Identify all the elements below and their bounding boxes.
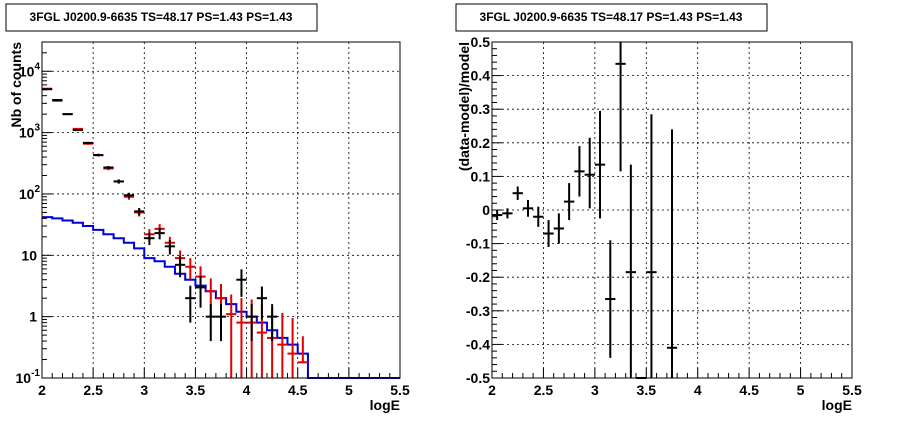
data-point [174, 256, 186, 278]
data-point [113, 179, 124, 184]
data-point [256, 286, 268, 320]
residual-point [512, 186, 523, 200]
data-point [154, 228, 165, 240]
counts-x-tick-label: 2.5 [83, 382, 103, 398]
data-point [93, 153, 104, 157]
counts-y-tick-label: 1 [29, 309, 37, 325]
residual-y-tick-label: -0.1 [466, 236, 490, 252]
counts-x-tick-label: 3.5 [186, 382, 206, 398]
residual-y-tick-label: 0.2 [471, 135, 491, 151]
residual-title-box [455, 3, 768, 32]
counts-frame [41, 41, 401, 379]
residual-grid [492, 42, 852, 378]
residual-y-tick-label: 0.5 [471, 34, 491, 50]
residual-y-tick-label: 0.3 [471, 101, 491, 117]
residual-y-tick-label: -0.2 [466, 269, 490, 285]
counts-x-tick-label: 3 [140, 382, 148, 398]
data-point [267, 304, 278, 342]
residual-x-tick-label: 5.5 [842, 382, 862, 398]
residual-x-tick-label: 4.5 [739, 382, 759, 398]
data-point [42, 88, 53, 91]
data-point [205, 304, 216, 342]
residual-y-tick-label: -0.4 [466, 336, 490, 352]
residual-point [615, 42, 626, 172]
counts-title: 3FGL J0200.9-6635 TS=48.17 PS=1.43 PS=1.… [30, 10, 293, 24]
residual-point [666, 129, 678, 378]
counts-y-tick-label: 103 [19, 123, 41, 141]
residual-point [533, 206, 544, 227]
model-point [297, 336, 308, 364]
counts-x-tick-label: 5.5 [390, 382, 410, 398]
residual-panel: 2 2.5 3 3.5 4 4.5 5 5.5 -0.5 -0.4 -0.3 -0.2 -0.1 0 0.1… [455, 3, 862, 413]
residual-point [492, 210, 503, 221]
residual-point [574, 146, 585, 197]
residual-axis-ticks: 2 2.5 3 3.5 4 4.5 5 5.5 -0.5 -0.4 -0.3 -0.2 -0.1 0 0.1… [466, 34, 862, 398]
model-point [185, 258, 196, 280]
residual-title: 3FGL J0200.9-6635 TS=48.17 PS=1.43 PS=1.… [480, 10, 743, 24]
model-point [236, 298, 247, 378]
counts-title-box [5, 3, 318, 32]
model-points [42, 87, 308, 378]
residual-point [564, 183, 575, 221]
counts-x-tick-label: 2 [38, 382, 46, 398]
residual-point [646, 114, 657, 378]
residual-point [522, 199, 534, 217]
residual-point [584, 137, 595, 209]
data-point [52, 99, 63, 102]
residual-x-tick-label: 4 [694, 382, 702, 398]
counts-x-tick-label: 5 [345, 382, 353, 398]
data-point [62, 113, 73, 116]
data-points [42, 88, 278, 342]
model-point [226, 294, 237, 378]
residual-x-tick-label: 3.5 [637, 382, 657, 398]
residual-point [594, 110, 606, 219]
counts-panel: 2 2.5 3 3.5 4 4.5 5 5.5 10-1 1 10 102 103 104 3FGL J0… [5, 3, 410, 413]
data-point [195, 275, 206, 308]
counts-y-tick-label: 10-1 [16, 368, 41, 386]
data-point [134, 208, 145, 216]
data-point [82, 141, 94, 144]
counts-axis-ticks: 2 2.5 3 3.5 4 4.5 5 5.5 10-1 1 10 102 103 104 [16, 52, 410, 398]
residual-point [543, 220, 554, 247]
data-point [103, 165, 114, 170]
data-point [144, 232, 155, 246]
data-point [215, 304, 227, 342]
counts-y-tick-label: 102 [19, 184, 41, 202]
data-point [164, 240, 175, 255]
data-point [72, 129, 83, 132]
data-point [236, 269, 247, 297]
residual-y-tick-label: 0.4 [471, 68, 491, 84]
residual-x-tick-label: 3 [591, 382, 599, 398]
residual-point [553, 213, 564, 244]
residual-points [492, 42, 678, 379]
residual-y-tick-label: 0 [482, 202, 490, 218]
data-point [185, 285, 196, 323]
residual-x-tick-label: 5 [797, 382, 805, 398]
residual-x-tick-label: 2 [488, 382, 496, 398]
data-point [246, 304, 257, 342]
model-point [277, 312, 288, 378]
counts-x-tick-label: 4.5 [288, 382, 308, 398]
residual-y-tick-label: -0.3 [466, 303, 490, 319]
counts-y-tick-label: 10 [21, 247, 37, 263]
residual-y-tick-label: 0.1 [471, 168, 491, 184]
residual-x-tick-label: 2.5 [534, 382, 554, 398]
counts-y-tick-label: 104 [19, 61, 41, 79]
data-point [123, 192, 135, 199]
counts-x-axis-title: logE [370, 397, 400, 413]
model-point [287, 318, 298, 378]
counts-x-tick-label: 4 [243, 382, 251, 398]
residual-point [502, 208, 513, 219]
residual-y-tick-label: -0.5 [466, 370, 490, 386]
residual-x-axis-title: logE [822, 397, 852, 413]
residual-point [625, 164, 636, 378]
residual-point [605, 240, 616, 358]
counts-y-axis-title: Nb of counts [8, 42, 24, 128]
residual-y-axis-title: (data-model)/model [456, 42, 472, 171]
